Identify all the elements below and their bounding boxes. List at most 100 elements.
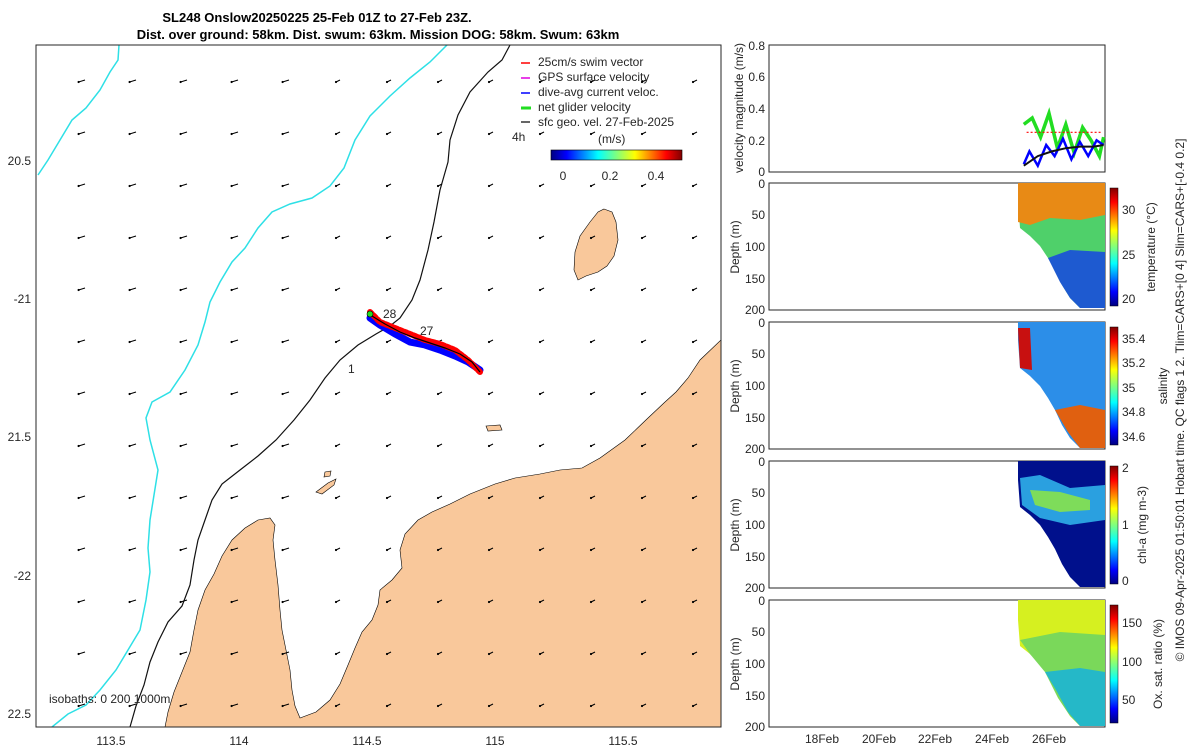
legend-item-swim-vector: 25cm/s swim vector [521, 55, 643, 69]
speed-colorbar-tick: 0.4 [648, 169, 665, 183]
geo-velocity-arrow [179, 235, 188, 240]
geo-velocity-arrow [230, 339, 239, 344]
geo-velocity-arrow [385, 703, 392, 708]
geo-velocity-arrow [640, 235, 647, 240]
map-x-ticks: 113.5 114 114.5 115 115.5 [96, 734, 637, 748]
temperature-y-tick: 200 [745, 303, 765, 317]
chla-colorbar [1109, 465, 1119, 585]
velocity-y-tick: 0.2 [748, 134, 765, 148]
geo-velocity-arrow [538, 339, 545, 344]
salinity-high-patch [1018, 328, 1032, 370]
geo-velocity-arrow [230, 495, 239, 500]
legend-label: sfc geo. vel. 27-Feb-2025 [538, 115, 674, 129]
geo-velocity-arrow [230, 131, 239, 136]
geo-velocity-arrow [691, 79, 698, 84]
geo-velocity-arrow [179, 391, 188, 396]
geo-velocity-arrow [281, 391, 290, 396]
geo-velocity-arrow [436, 131, 443, 136]
geo-velocity-arrow [128, 495, 137, 500]
geo-velocity-arrow [589, 703, 596, 708]
geo-velocity-arrow [487, 703, 494, 708]
geo-velocity-arrow [538, 651, 545, 656]
geo-velocity-arrow [179, 547, 188, 552]
geo-velocity-arrow-field [77, 79, 698, 708]
geo-velocity-arrow [77, 339, 86, 344]
geo-velocity-arrow [128, 443, 137, 448]
day-label-28: 28 [383, 307, 397, 321]
salinity-y-tick: 100 [745, 379, 765, 393]
map-y-tick: 22.5 [8, 707, 32, 721]
geo-velocity-arrow [589, 599, 596, 604]
velocity-y-tick: 0.8 [748, 39, 765, 53]
geo-velocity-arrow [589, 443, 596, 448]
legend-label: 25cm/s swim vector [538, 55, 643, 69]
geo-velocity-arrow [436, 443, 443, 448]
geo-velocity-arrow [334, 339, 341, 344]
geo-velocity-arrow [334, 599, 341, 604]
geo-velocity-arrow [436, 287, 443, 292]
geo-velocity-arrow [334, 651, 341, 656]
geo-velocity-arrow [179, 339, 188, 344]
oxygen-y-tick: 100 [745, 657, 765, 671]
geo-velocity-arrow [487, 287, 494, 292]
geo-velocity-arrow [589, 183, 596, 188]
geo-velocity-arrow [281, 79, 290, 84]
geo-velocity-arrow [128, 183, 137, 188]
salinity-cbar-tick: 35 [1122, 381, 1136, 395]
glider-track [366, 309, 484, 375]
map-y-tick: 21.5 [8, 430, 32, 444]
geo-velocity-arrow [385, 599, 392, 604]
geo-velocity-arrow [640, 599, 647, 604]
geo-velocity-arrow [179, 131, 188, 136]
geo-velocity-arrow [385, 391, 392, 396]
day-label-27: 27 [420, 324, 434, 338]
geo-velocity-arrow [487, 131, 494, 136]
salinity-cbar-tick: 35.4 [1122, 332, 1146, 346]
geo-velocity-arrow [128, 703, 137, 708]
geo-velocity-arrow [334, 131, 341, 136]
geo-velocity-arrow [179, 703, 188, 708]
velocity-y-tick: 0.6 [748, 70, 765, 84]
oxygen-panel: 0 50 100 150 200 Depth (m) 150 100 50 Ox… [728, 594, 1165, 734]
speed-colorbar-tick: 0 [560, 169, 567, 183]
geo-velocity-arrow [436, 703, 443, 708]
geo-velocity-arrow [77, 547, 86, 552]
temperature-y-tick: 150 [745, 272, 765, 286]
velocity-panel: 0.8 0.6 0.4 0.2 0 velocity magnitude (m/… [732, 39, 1106, 179]
chla-cbar-tick: 0 [1122, 574, 1129, 588]
geo-velocity-arrow [436, 599, 443, 604]
chla-y-tick: 0 [758, 455, 765, 469]
geo-velocity-arrow [385, 443, 392, 448]
geo-velocity-arrow [691, 183, 698, 188]
geo-velocity-arrow [230, 287, 239, 292]
geo-velocity-arrow [230, 651, 239, 656]
geo-velocity-arrow [538, 131, 545, 136]
geo-velocity-arrow [281, 183, 290, 188]
figure-title-line1: SL248 Onslow20250225 25-Feb 01Z to 27-Fe… [162, 10, 471, 25]
geo-velocity-arrow [589, 651, 596, 656]
salinity-y-label: Depth (m) [728, 359, 742, 412]
chla-panel: 0 50 100 150 200 Depth (m) 2 1 0 chl-a (… [728, 455, 1149, 595]
salinity-y-tick: 50 [752, 347, 766, 361]
map-x-tick: 115.5 [608, 734, 637, 748]
geo-velocity-arrow [640, 443, 647, 448]
geo-velocity-arrow [487, 391, 494, 396]
geo-velocity-arrow [691, 599, 698, 604]
legend-item-net-velocity: net glider velocity [521, 100, 631, 114]
geo-velocity-arrow [281, 287, 290, 292]
map-x-tick: 113.5 [96, 734, 125, 748]
geo-velocity-arrow [179, 183, 188, 188]
chla-cbar-tick: 1 [1122, 518, 1129, 532]
geo-velocity-arrow [281, 339, 290, 344]
geo-velocity-arrow [77, 495, 86, 500]
geo-velocity-arrow [538, 183, 545, 188]
geo-velocity-arrow [77, 183, 86, 188]
geo-velocity-arrow [691, 651, 698, 656]
time-tick: 26Feb [1032, 732, 1066, 746]
geo-velocity-arrow [77, 235, 86, 240]
geo-velocity-arrow [538, 235, 545, 240]
speed-colorbar-tick: 0.2 [602, 169, 619, 183]
geo-velocity-arrow [436, 183, 443, 188]
geo-velocity-arrow [281, 235, 290, 240]
salinity-cbar-tick: 34.6 [1122, 430, 1146, 444]
